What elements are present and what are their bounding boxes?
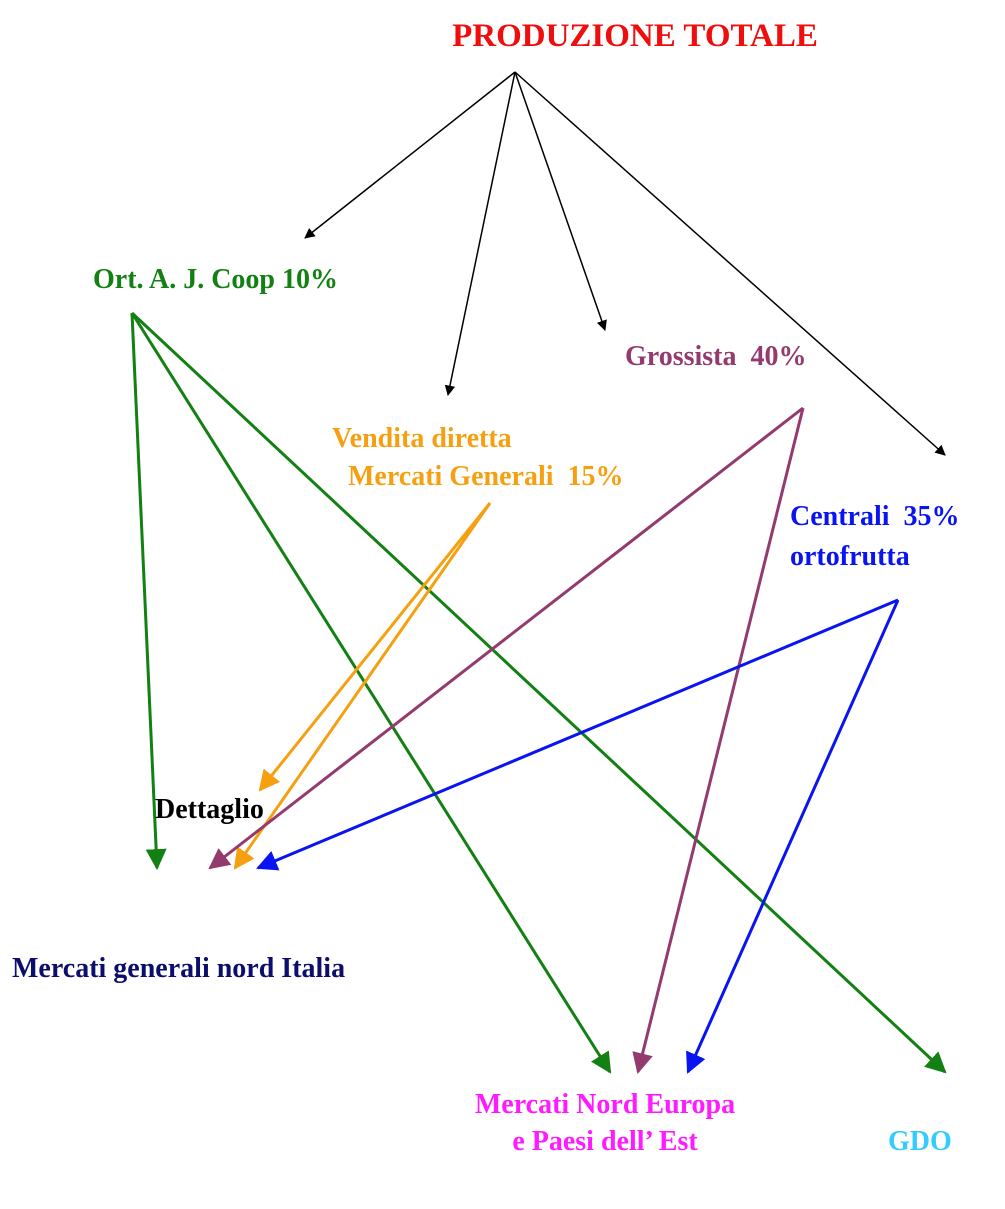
black-arrows: [304, 71, 946, 456]
title: PRODUZIONE TOTALE: [452, 18, 818, 54]
arrow: [208, 406, 804, 870]
arrow: [233, 502, 492, 870]
arrow: [514, 71, 946, 456]
blue-arrows: [256, 598, 900, 1074]
node-label: Mercati Nord Europa: [475, 1089, 735, 1120]
arrow: [258, 502, 492, 792]
node-label: GDO: [888, 1126, 952, 1157]
arrow: [256, 598, 899, 871]
node-label: Dettaglio: [155, 794, 264, 825]
orange-arrows: [233, 502, 492, 870]
arrow: [444, 71, 516, 397]
node-label: Grossista 40%: [625, 341, 807, 372]
arrow: [304, 71, 516, 239]
purple-arrows: [208, 406, 805, 1075]
arrow: [130, 312, 612, 1074]
node-label: Ort. A. J. Coop 10%: [93, 264, 338, 295]
node-label: Vendita diretta: [332, 423, 512, 454]
arrow: [632, 407, 805, 1075]
node-label: Centrali 35%: [790, 501, 960, 532]
node-label: Mercati generali nord Italia: [12, 953, 345, 984]
green-arrows: [130, 311, 947, 1074]
arrow: [686, 599, 900, 1074]
arrow: [130, 312, 167, 871]
node-label: ortofrutta: [790, 541, 910, 572]
node-label: e Paesi dell’ Est: [512, 1126, 698, 1157]
arrows: [130, 71, 947, 1075]
arrow: [514, 71, 607, 331]
node-label: Mercati Generali 15%: [348, 461, 624, 492]
arrow: [130, 311, 947, 1074]
